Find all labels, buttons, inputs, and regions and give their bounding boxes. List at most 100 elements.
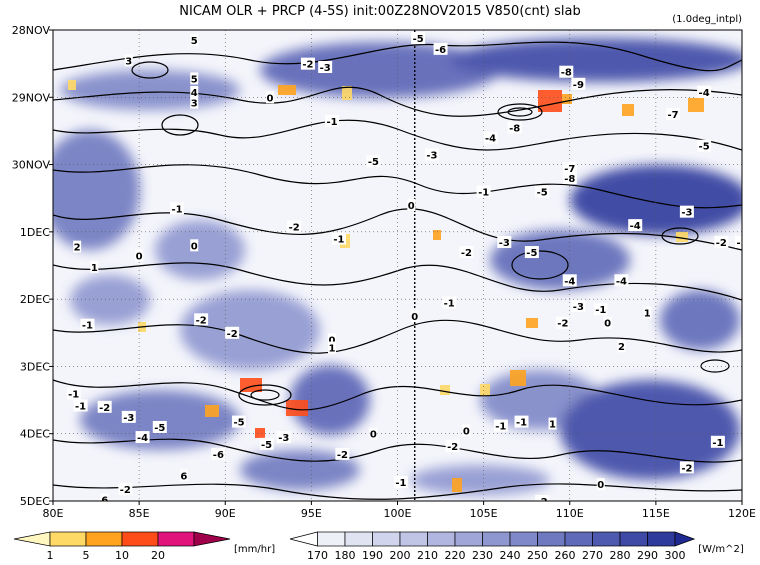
olr-color-cell xyxy=(674,531,696,547)
x-tick-label: 85E xyxy=(129,507,150,520)
svg-text:0: 0 xyxy=(191,241,198,252)
contour-label: -8 xyxy=(559,65,574,79)
contour-label: 0 xyxy=(407,198,416,212)
contour-label: -6 xyxy=(211,447,226,461)
olr-level-label: 240 xyxy=(500,549,521,561)
contour-label: -2 xyxy=(97,400,112,414)
contour-label: -1 xyxy=(331,232,346,246)
svg-text:-1: -1 xyxy=(478,187,489,198)
svg-text:-2: -2 xyxy=(461,248,472,259)
svg-text:-4: -4 xyxy=(485,134,496,145)
svg-text:0: 0 xyxy=(463,426,470,437)
svg-text:6: 6 xyxy=(101,496,108,507)
svg-text:-3: -3 xyxy=(320,63,331,74)
precip-level-label: 20 xyxy=(151,549,165,561)
svg-text:0: 0 xyxy=(597,480,604,491)
contour-label: 0 xyxy=(328,333,337,347)
svg-text:-1: -1 xyxy=(333,235,344,246)
y-tick-label: 28NOV xyxy=(12,24,51,37)
contour-label: -3 xyxy=(679,205,694,219)
contour-label: 0 xyxy=(410,309,419,323)
svg-text:-5: -5 xyxy=(368,157,379,168)
svg-text:-6: -6 xyxy=(213,450,224,461)
contour-label: -8 xyxy=(507,121,522,135)
contour-label: 5 xyxy=(190,34,199,47)
svg-text:-6: -6 xyxy=(435,45,446,56)
contour-label: -6 xyxy=(433,42,448,56)
x-tick-label: 100E xyxy=(384,507,412,520)
x-tick-label: 120E xyxy=(728,507,756,520)
contour-label: 2 xyxy=(617,340,626,353)
contour-label: 0 xyxy=(369,427,378,441)
svg-text:1: 1 xyxy=(329,344,336,355)
olr-color-cell xyxy=(399,531,428,547)
svg-text:1: 1 xyxy=(91,263,98,274)
olr-level-label: 220 xyxy=(445,549,466,561)
x-tick-label: 80E xyxy=(43,507,64,520)
contour-label: -5 xyxy=(524,246,539,259)
precip-color-cell xyxy=(13,531,51,547)
y-tick-label: 4DEC xyxy=(20,428,50,441)
svg-text:-4: -4 xyxy=(699,88,710,99)
svg-text:6: 6 xyxy=(180,471,187,482)
svg-text:-1: -1 xyxy=(516,418,527,429)
svg-text:-3: -3 xyxy=(573,302,584,313)
svg-text:-2: -2 xyxy=(736,238,747,249)
y-tick-label: 29NOV xyxy=(12,91,51,104)
svg-text:0: 0 xyxy=(370,430,377,441)
grid-lines xyxy=(53,30,742,501)
svg-text:-5: -5 xyxy=(413,34,424,45)
x-tick-label: 90E xyxy=(215,507,236,520)
svg-text:5: 5 xyxy=(191,36,198,47)
contour-label: -3 xyxy=(276,431,291,444)
svg-text:-2: -2 xyxy=(227,329,238,340)
svg-text:-2: -2 xyxy=(716,238,727,249)
contour-label: -1 xyxy=(710,435,725,449)
contour-lines xyxy=(53,41,742,500)
contour-label: -1 xyxy=(493,419,508,433)
svg-text:-1: -1 xyxy=(82,321,93,332)
contour-label: 1 xyxy=(548,417,557,431)
y-tick-label: 2DEC xyxy=(20,293,50,306)
svg-text:-1: -1 xyxy=(171,204,182,215)
contour-label: -9 xyxy=(571,77,586,91)
olr-level-label: 280 xyxy=(610,549,631,561)
contour-label: -2 xyxy=(194,313,209,326)
contour-label: -4 xyxy=(628,219,643,232)
olr-color-cell xyxy=(619,531,648,547)
svg-text:-2: -2 xyxy=(537,497,548,508)
x-tick-label: 105E xyxy=(470,507,498,520)
contour-label: 0 xyxy=(135,249,144,262)
svg-text:-1: -1 xyxy=(444,299,455,310)
svg-text:2: 2 xyxy=(618,342,625,353)
svg-text:0: 0 xyxy=(329,336,336,347)
svg-text:-1: -1 xyxy=(68,389,79,400)
contour-label: 1 xyxy=(90,260,99,274)
svg-text:-5: -5 xyxy=(261,440,272,451)
olr-level-label: 200 xyxy=(390,549,411,561)
contour-label: -4 xyxy=(483,131,498,145)
contour-label: -4 xyxy=(562,274,577,287)
contour-label: -2 xyxy=(535,495,550,508)
olr-color-cell xyxy=(564,531,593,547)
svg-text:-8: -8 xyxy=(509,124,520,135)
contour-label: -5 xyxy=(535,185,550,198)
contour-label: -5 xyxy=(697,139,712,153)
contour-label: -4 xyxy=(697,85,712,99)
contour-label: 4 xyxy=(190,85,199,99)
svg-text:-4: -4 xyxy=(616,276,627,287)
contour-label: -2 xyxy=(300,57,315,71)
contour-label: -3 xyxy=(121,410,136,424)
olr-color-cell xyxy=(509,531,538,547)
svg-text:5: 5 xyxy=(191,74,198,85)
olr-colorbar: 170 180 190 200 210 220 230 240 250 260 270 280 290 3… xyxy=(289,531,744,562)
precip-level-label: 5 xyxy=(83,549,90,561)
olr-color-cell xyxy=(482,531,511,547)
contour-label: 0 xyxy=(462,424,471,437)
precip-color-cell xyxy=(157,531,195,547)
olr-level-label: 170 xyxy=(307,549,328,561)
svg-text:-1: -1 xyxy=(395,478,406,489)
olr-unit: [W/m^2] xyxy=(698,544,744,555)
